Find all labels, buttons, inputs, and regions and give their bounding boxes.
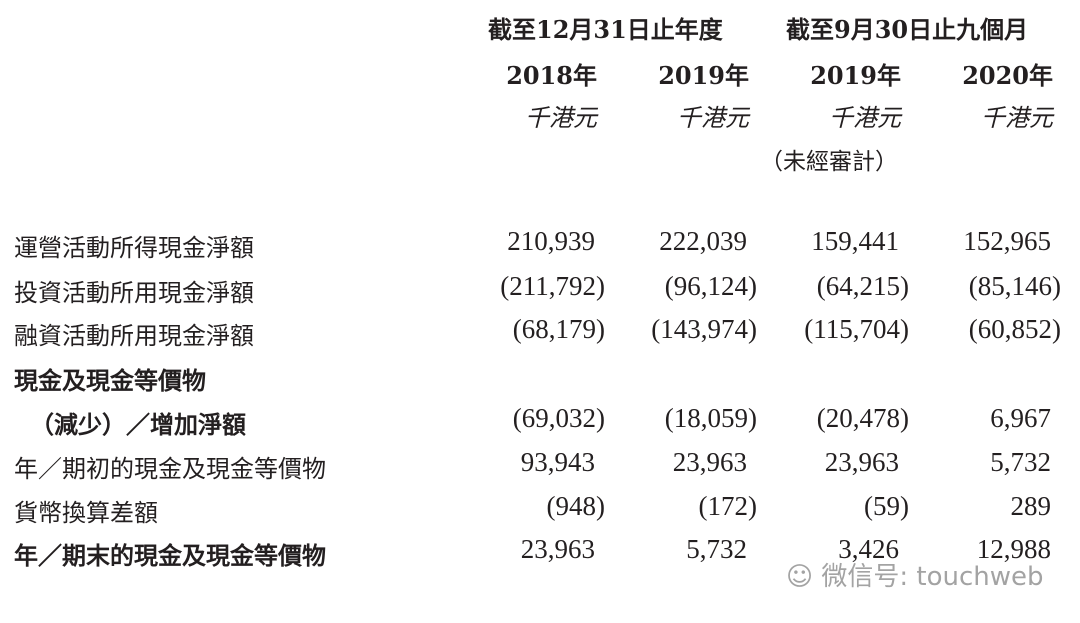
- row-label: （減少）／增加淨額: [30, 410, 246, 439]
- cell-value: 23,963: [672, 447, 747, 477]
- header-group-annual: 截至12月31日止年度: [488, 15, 723, 44]
- header-group-nine-months: 截至9月30日止九個月: [786, 15, 1029, 44]
- cell-value: (948): [546, 491, 605, 521]
- cell-value: (59): [864, 491, 909, 521]
- cell-value: 159,441: [811, 226, 899, 256]
- cell-value: (69,032): [512, 403, 605, 433]
- column-year: 2019年: [810, 61, 901, 90]
- cell-value: (68,179): [512, 314, 605, 344]
- cell-value: (18,059): [664, 403, 757, 433]
- cell-value: 12,988: [976, 534, 1051, 564]
- cell-value: (60,852): [968, 314, 1061, 344]
- row-label: 運營活動所得現金淨額: [14, 234, 254, 262]
- cell-value: (20,478): [816, 403, 909, 433]
- row-label: 年／期末的現金及現金等價物: [14, 541, 326, 570]
- row-label: 投資活動所用現金淨額: [14, 279, 254, 307]
- cell-value: 289: [1010, 491, 1052, 521]
- cell-value: (211,792): [500, 271, 605, 301]
- unaudited-note: （未經審計）: [760, 149, 898, 175]
- column-unit: 千港元: [525, 104, 597, 132]
- cell-value: 23,963: [824, 447, 899, 477]
- row-label: 貨幣換算差額: [14, 499, 158, 527]
- cell-value: (64,215): [816, 271, 909, 301]
- row-label: 融資活動所用現金淨額: [14, 322, 254, 350]
- cell-value: 6,967: [990, 403, 1051, 433]
- column-year: 2018年: [506, 61, 597, 90]
- cell-value: 93,943: [520, 447, 595, 477]
- cell-value: 152,965: [963, 226, 1051, 256]
- cell-value: 3,426: [838, 534, 899, 564]
- column-year: 2019年: [658, 61, 749, 90]
- cell-value: (85,146): [968, 271, 1061, 301]
- column-year: 2020年: [962, 61, 1053, 90]
- column-unit: 千港元: [829, 104, 901, 132]
- column-unit: 千港元: [981, 104, 1053, 132]
- cell-value: 23,963: [520, 534, 595, 564]
- cell-value: 5,732: [686, 534, 747, 564]
- row-label: 年／期初的現金及現金等價物: [14, 455, 326, 483]
- row-label: 現金及現金等價物: [14, 366, 206, 395]
- cell-value: (96,124): [664, 271, 757, 301]
- column-unit: 千港元: [677, 104, 749, 132]
- cell-value: 5,732: [990, 447, 1051, 477]
- cell-value: (143,974): [651, 314, 757, 344]
- watermark: ☺ 微信号: touchweb: [786, 562, 1044, 592]
- cell-value: (172): [698, 491, 757, 521]
- cell-value: (115,704): [804, 314, 909, 344]
- cell-value: 222,039: [659, 226, 747, 256]
- cell-value: 210,939: [507, 226, 595, 256]
- wechat-icon: ☺: [786, 562, 814, 592]
